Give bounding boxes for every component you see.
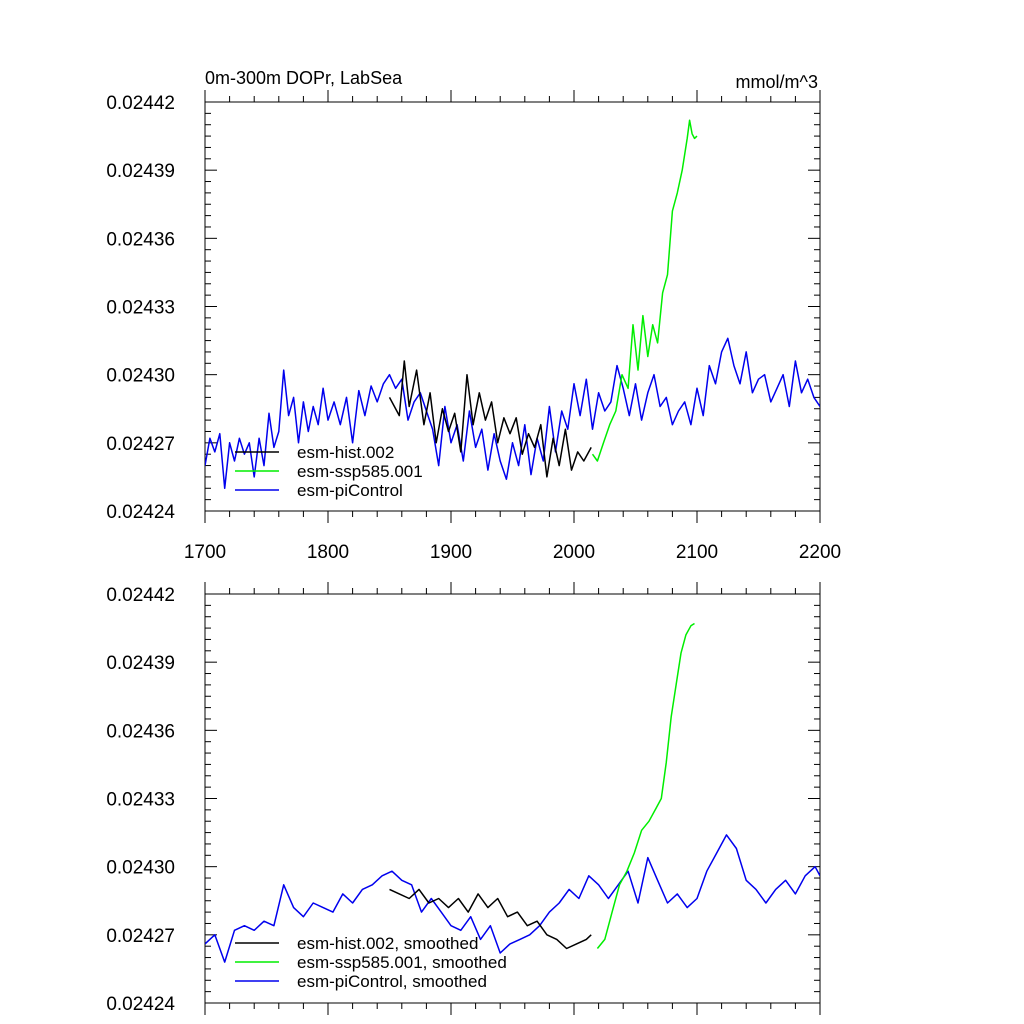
y-tick-label: 0.02427 [106,926,175,947]
y-tick-label: 0.02433 [106,298,175,319]
y-tick-label: 0.02430 [106,366,175,387]
chart-title: 0m-300m DOPr, LabSea [205,68,403,88]
series-line-0 [389,888,592,950]
y-tick-label: 0.02442 [106,93,175,114]
y-tick-label: 0.02442 [106,585,175,606]
bottom-panel: 0.02424 0.02427 0.02430 0.02433 0.02436 0.024… [106,582,821,1015]
y-tick-label: 0.02430 [106,858,175,879]
units-label: mmol/m^3 [736,72,818,92]
series-line-2 [205,834,820,963]
y-tick-label: 0.02424 [106,994,175,1015]
top-panel: 0.02424 0.02427 0.02430 0.02433 0.02436 0.024… [106,68,841,563]
y-tick-label: 0.02439 [106,161,175,182]
series-line-1 [591,119,698,462]
x-tick-label: 2100 [676,542,718,563]
x-tick-label: 1700 [184,542,226,563]
y-tick-label: 0.02439 [106,653,175,674]
y-tick-label: 0.02433 [106,790,175,811]
legend-label: esm-ssp585.001, smoothed [297,953,507,972]
x-tick-label: 2000 [553,542,595,563]
legend-label: esm-hist.002, smoothed [297,934,478,953]
legend-label: esm-ssp585.001 [297,462,423,481]
x-tick-label: 1800 [307,542,349,563]
legend-label: esm-piControl [297,481,403,500]
x-tick-label: 2200 [799,542,841,563]
y-tick-label: 0.02436 [106,229,175,250]
y-tick-label: 0.02427 [106,434,175,455]
series-line-2 [205,337,820,490]
series-line-0 [388,360,592,478]
legend-label: esm-piControl, smoothed [297,972,487,991]
legend-label: esm-hist.002 [297,443,394,462]
y-tick-label: 0.02436 [106,721,175,742]
y-tick-label: 0.02424 [106,502,175,523]
x-tick-label: 1900 [430,542,472,563]
series-line-1 [596,622,695,949]
